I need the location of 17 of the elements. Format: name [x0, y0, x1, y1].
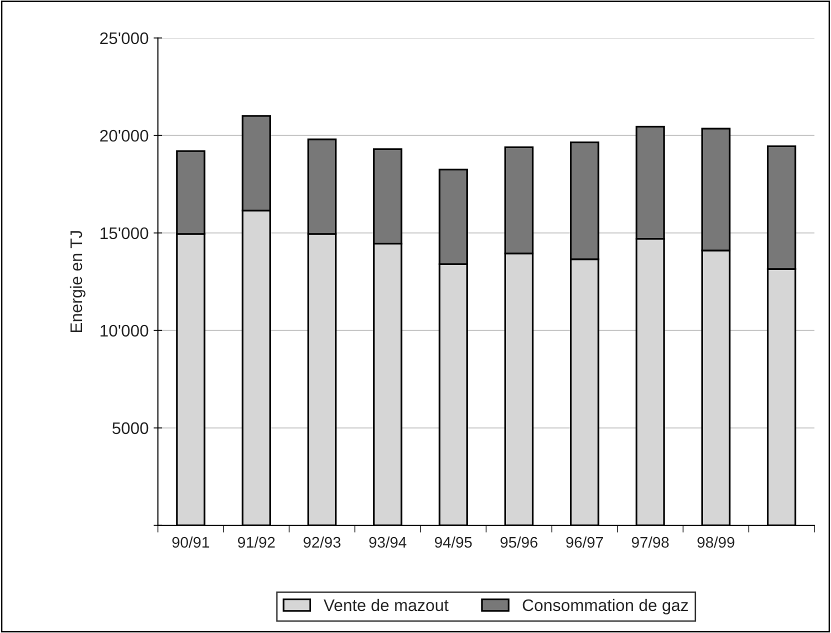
- x-tick-label: 97/98: [632, 536, 669, 548]
- y-tick-label: 20'000: [100, 130, 148, 142]
- x-tick-label: 92/93: [304, 536, 340, 548]
- x-tick-label: 94/95: [434, 536, 472, 548]
- y-axis-title: Energie en TJ: [70, 231, 86, 332]
- y-tick-label: 10'000: [100, 324, 148, 337]
- legend-label: Consommation de gaz: [522, 598, 688, 614]
- x-tick-label: 98/99: [698, 536, 734, 548]
- x-tick-label: 96/97: [566, 536, 603, 548]
- x-tick-label: 93/94: [369, 536, 406, 548]
- x-tick-label: 90/91: [172, 536, 210, 548]
- x-tick-label: 91/92: [238, 536, 275, 548]
- y-tick-label: 15'000: [100, 227, 148, 240]
- legend-label: Vente de mazout: [324, 598, 449, 612]
- y-tick-label: 5000: [112, 422, 148, 434]
- y-tick-label: 25'000: [100, 32, 148, 44]
- x-tick-label: 95/96: [500, 536, 538, 548]
